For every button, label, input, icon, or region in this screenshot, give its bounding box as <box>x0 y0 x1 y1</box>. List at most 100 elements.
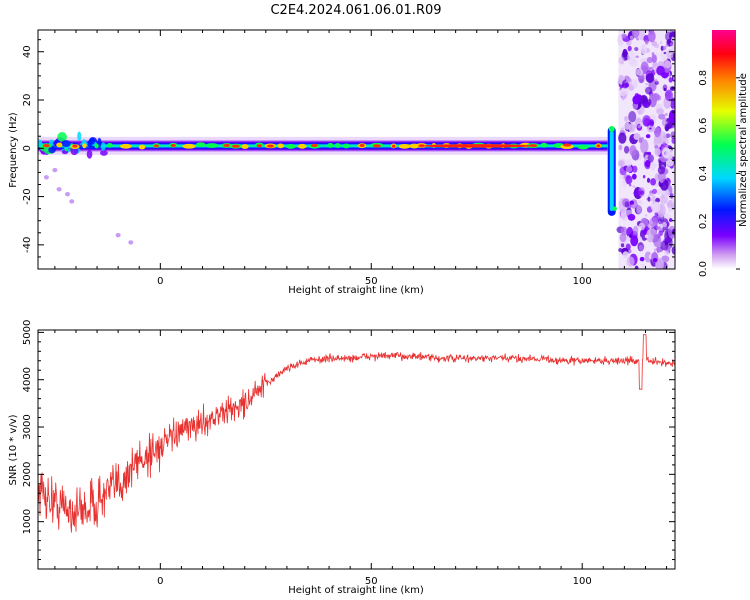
y-tick-label: 40 <box>22 45 33 58</box>
noise-blob <box>663 87 667 91</box>
noise-blob <box>642 174 646 179</box>
noise-blob <box>654 145 659 149</box>
noise-blob <box>665 144 669 148</box>
noise-blob <box>668 247 671 252</box>
noise-blob <box>649 119 655 127</box>
colorbar-tick-label: 0.4 <box>698 165 709 181</box>
noise-blob <box>659 41 663 44</box>
noise-blob <box>618 132 627 144</box>
noise-blob <box>620 226 628 236</box>
noise-blob <box>636 94 642 101</box>
spectrogram-ylabel: Frequency (Hz) <box>8 112 19 188</box>
band-peak <box>391 144 396 148</box>
noise-blob <box>646 151 652 156</box>
band-peak <box>596 144 601 148</box>
y-tick-label: 4000 <box>22 367 33 392</box>
noise-blob <box>627 45 632 52</box>
noise-blob <box>660 240 669 251</box>
band-hotspot <box>56 142 63 148</box>
y-tick-label: 1000 <box>22 509 33 534</box>
snr-ylabel: SNR (10 * v/v) <box>8 414 19 485</box>
noise-blob <box>629 58 638 67</box>
snr-frame <box>37 329 676 570</box>
noise-blob <box>666 159 674 167</box>
noise-blob <box>621 96 625 101</box>
noise-blob <box>629 183 632 187</box>
noise-blob <box>654 225 659 231</box>
noise-blob <box>618 159 625 168</box>
noise-blob <box>657 189 661 195</box>
noise-blob <box>665 148 674 160</box>
band-hotspot <box>577 144 589 150</box>
noise-blob <box>633 132 641 140</box>
band-blob <box>100 142 106 151</box>
band-blob <box>100 150 108 156</box>
noise-blob <box>647 30 656 43</box>
noise-blob <box>627 213 636 221</box>
spike-core <box>609 131 614 212</box>
noise-blob <box>671 196 675 204</box>
noise-blob <box>660 49 669 61</box>
noise-blob <box>642 101 649 107</box>
noise-blob <box>637 124 641 129</box>
noise-blob <box>625 236 631 242</box>
noise-blob <box>645 83 649 86</box>
noise-blob <box>645 134 651 139</box>
colorbar-gradient <box>712 30 736 269</box>
noise-blob <box>638 222 646 231</box>
spectrogram-panel: 0 50 100 40 20 0 -20 -40 Height of straight lin… <box>8 29 676 296</box>
noise-blob <box>671 246 675 255</box>
noise-blob <box>646 177 651 183</box>
noise-blob <box>664 89 673 102</box>
noise-blob <box>665 133 671 138</box>
noise-blob <box>654 147 661 156</box>
band-peak <box>372 144 381 148</box>
noise-blob <box>656 65 665 76</box>
band-hotspot <box>138 144 146 150</box>
band-hotspot <box>195 142 206 148</box>
y-tick-label: 3000 <box>22 414 33 439</box>
noise-blob <box>629 200 635 205</box>
noise-blob <box>635 55 639 58</box>
band-blob <box>61 140 71 148</box>
noise-blob <box>662 46 667 50</box>
y-tick-label: 0 <box>22 145 33 151</box>
band-peak <box>359 143 365 148</box>
spike-bottom <box>612 206 617 211</box>
noise-blob <box>629 233 632 238</box>
noise-blob <box>657 218 663 225</box>
band-blob <box>86 149 93 159</box>
noise-blob <box>639 256 645 262</box>
noise-blob <box>668 218 673 222</box>
noise-blob <box>652 233 662 248</box>
y-tick-label: 20 <box>22 94 33 107</box>
noise-blob <box>669 30 673 33</box>
band-hotspot <box>540 142 548 148</box>
noise-blob <box>668 207 672 213</box>
noise-blob <box>654 212 658 217</box>
noise-blob <box>622 251 629 259</box>
noise-blob <box>640 190 645 195</box>
spectrogram-ticks: 0 50 100 40 20 0 -20 -40 <box>22 30 675 287</box>
noise-blob <box>625 166 633 173</box>
scatter-blob <box>65 191 71 197</box>
noise-blob <box>640 44 647 55</box>
colorbar-tick-label: 0.8 <box>698 70 709 86</box>
scatter-blob <box>43 175 49 180</box>
scatter-blob <box>69 199 75 204</box>
band-peak <box>170 143 176 148</box>
snr-panel: 0 50 100 1000 2000 3000 4000 5000 Height of str… <box>8 320 676 596</box>
noise-blob <box>624 82 629 88</box>
noise-blob <box>634 79 637 83</box>
noise-blob <box>638 137 643 144</box>
noise-blob <box>655 197 660 203</box>
y-tick-label: 5000 <box>22 320 33 345</box>
noise-blob <box>644 234 649 239</box>
noise-blob <box>619 166 627 176</box>
x-tick-label: 50 <box>365 576 378 587</box>
noise-blob <box>635 68 644 76</box>
colorbar: 0.0 0.2 0.4 0.6 0.8 Normalized spectral ampl… <box>698 30 749 277</box>
band-peak <box>266 144 274 148</box>
band-hotspot <box>277 143 285 149</box>
